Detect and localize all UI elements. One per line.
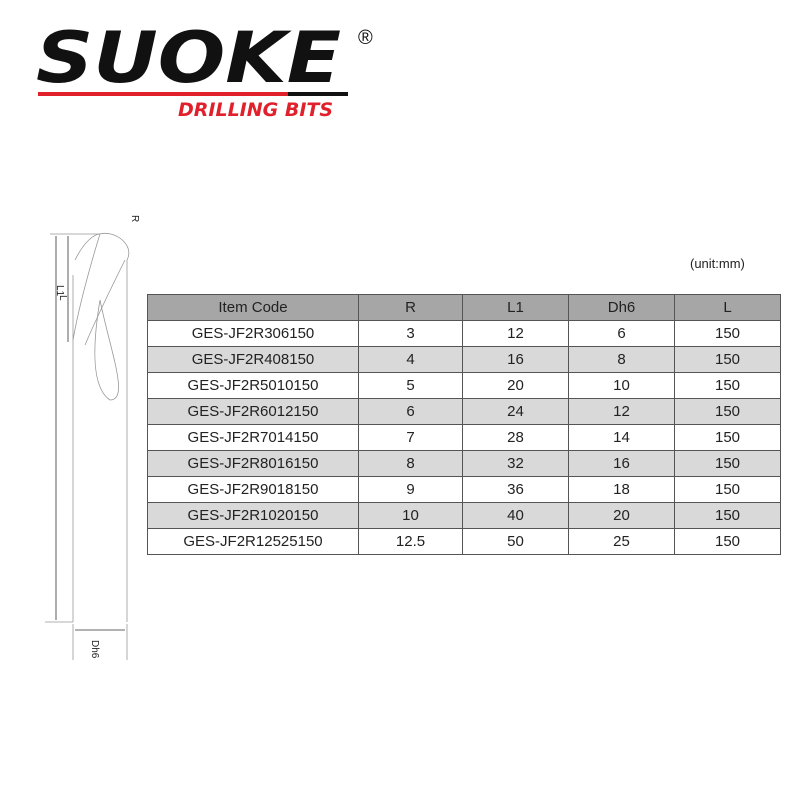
- cell-dh6: 8: [568, 346, 675, 373]
- table-row: GES-JF2R12525150 12.5 50 25 150: [147, 528, 781, 555]
- cell-r: 10: [358, 502, 463, 529]
- header-dh6: Dh6: [568, 294, 675, 321]
- cell-l1: 28: [462, 424, 569, 451]
- label-r: R: [129, 215, 140, 222]
- cell-dh6: 6: [568, 320, 675, 347]
- table-row: GES-JF2R306150 3 12 6 150: [147, 320, 781, 347]
- header-r: R: [358, 294, 463, 321]
- cell-dh6: 18: [568, 476, 675, 503]
- cell-l: 150: [674, 476, 781, 503]
- cell-l: 150: [674, 372, 781, 399]
- spec-table: Item Code R L1 Dh6 L GES-JF2R306150 3 12 6 1…: [147, 294, 781, 555]
- cell-item-code: GES-JF2R9018150: [147, 476, 359, 503]
- cell-l1: 50: [462, 528, 569, 555]
- label-l1: L1: [54, 285, 65, 297]
- table-row: GES-JF2R8016150 8 32 16 150: [147, 450, 781, 477]
- cell-item-code: GES-JF2R5010150: [147, 372, 359, 399]
- cell-item-code: GES-JF2R7014150: [147, 424, 359, 451]
- cell-r: 7: [358, 424, 463, 451]
- cell-r: 8: [358, 450, 463, 477]
- cell-dh6: 14: [568, 424, 675, 451]
- suoke-logo: SUOKE ® DRILLING BITS: [36, 22, 373, 121]
- header-item-code: Item Code: [147, 294, 359, 321]
- cell-item-code: GES-JF2R12525150: [147, 528, 359, 555]
- cell-dh6: 20: [568, 502, 675, 529]
- cell-dh6: 12: [568, 398, 675, 425]
- table-row: GES-JF2R9018150 9 36 18 150: [147, 476, 781, 503]
- cell-dh6: 10: [568, 372, 675, 399]
- cell-dh6: 25: [568, 528, 675, 555]
- cell-r: 4: [358, 346, 463, 373]
- cell-item-code: GES-JF2R306150: [147, 320, 359, 347]
- label-dh6: Dh6: [89, 640, 100, 659]
- cell-l1: 40: [462, 502, 569, 529]
- cell-l: 150: [674, 450, 781, 477]
- cell-l: 150: [674, 528, 781, 555]
- cell-l1: 20: [462, 372, 569, 399]
- table-row: GES-JF2R5010150 5 20 10 150: [147, 372, 781, 399]
- cell-r: 12.5: [358, 528, 463, 555]
- cell-r: 9: [358, 476, 463, 503]
- cell-l: 150: [674, 502, 781, 529]
- label-l: L: [57, 295, 68, 301]
- cell-l: 150: [674, 424, 781, 451]
- table-row: GES-JF2R1020150 10 40 20 150: [147, 502, 781, 529]
- cell-r: 5: [358, 372, 463, 399]
- cell-item-code: GES-JF2R6012150: [147, 398, 359, 425]
- table-row: GES-JF2R408150 4 16 8 150: [147, 346, 781, 373]
- table-row: GES-JF2R7014150 7 28 14 150: [147, 424, 781, 451]
- cell-l1: 36: [462, 476, 569, 503]
- ball-end-mill-drawing: L L1 R Dh6: [45, 215, 140, 660]
- cell-l1: 16: [462, 346, 569, 373]
- unit-label: (unit:mm): [690, 256, 745, 271]
- cell-l: 150: [674, 346, 781, 373]
- header-l: L: [674, 294, 781, 321]
- cell-l: 150: [674, 320, 781, 347]
- cell-r: 6: [358, 398, 463, 425]
- cell-l: 150: [674, 398, 781, 425]
- cell-l1: 24: [462, 398, 569, 425]
- cell-item-code: GES-JF2R1020150: [147, 502, 359, 529]
- logo-brand: SUOKE: [36, 22, 341, 99]
- cell-r: 3: [358, 320, 463, 347]
- cell-item-code: GES-JF2R408150: [147, 346, 359, 373]
- registered-mark: ®: [358, 27, 373, 49]
- cell-l1: 12: [462, 320, 569, 347]
- table-header: Item Code R L1 Dh6 L: [147, 294, 781, 321]
- cell-dh6: 16: [568, 450, 675, 477]
- cell-item-code: GES-JF2R8016150: [147, 450, 359, 477]
- logo-tagline: DRILLING BITS: [178, 99, 333, 121]
- header-l1: L1: [462, 294, 569, 321]
- table-row: GES-JF2R6012150 6 24 12 150: [147, 398, 781, 425]
- cell-l1: 32: [462, 450, 569, 477]
